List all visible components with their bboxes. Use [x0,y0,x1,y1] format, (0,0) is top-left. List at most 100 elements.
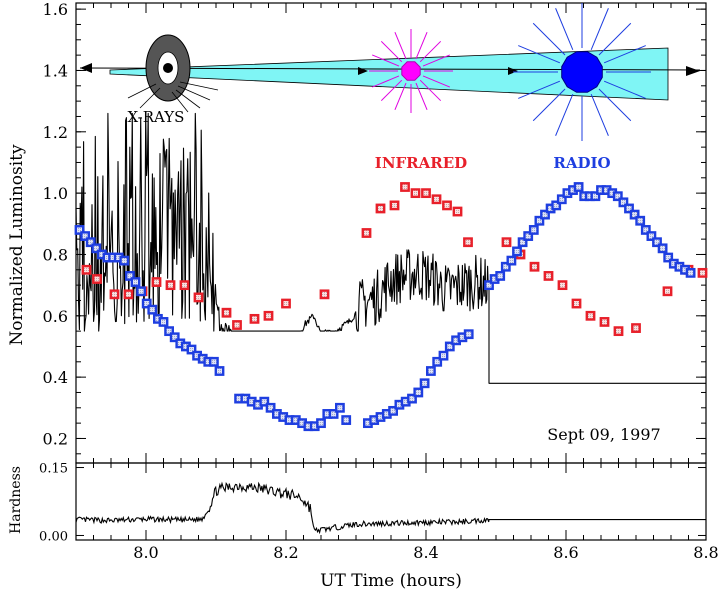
infrared-point [400,182,410,192]
jet-cone [109,47,669,101]
main-y-tick-label: 0.6 [43,307,68,326]
arrow-head-1 [358,67,368,75]
main-y-tick-label: 1.2 [43,123,68,142]
ray [603,80,646,99]
radio-point [540,209,550,220]
infrared-point [571,298,582,309]
ray [555,93,574,136]
xray-label: X-RAYS [128,108,185,126]
radio-point [590,191,601,202]
radio-points [74,182,696,432]
radio-point [316,418,326,429]
infrared-point [179,280,190,291]
radio-point [130,277,141,287]
radio-point [646,231,657,241]
radio-point [407,393,417,404]
hardness-y-tick-label: 0.15 [39,462,68,477]
xray-rays [127,81,219,113]
radio-point [147,304,158,315]
infrared-point [263,310,274,321]
radio-point [534,215,545,226]
infrared-point [662,286,673,297]
radio-point [512,246,522,257]
radio-point [334,402,345,413]
ray [532,22,566,56]
radio-point [136,286,147,297]
ray [372,75,400,88]
infrared-label: INFRARED [375,154,467,172]
ray [598,22,632,56]
radio-point [618,197,629,208]
radio-point [259,396,270,407]
x-tick-label: 8.4 [413,543,438,562]
ray [415,32,428,60]
main-y-tick-label: 1.6 [43,0,68,19]
ray [590,93,609,136]
radio-point [517,237,528,248]
infrared-point [442,200,452,211]
ray [590,8,609,51]
x-tick-label: 8.0 [133,543,158,562]
radio-point [341,415,352,425]
ray [532,88,566,122]
arrow-right-head [686,66,700,76]
ray [394,82,407,110]
ray [603,45,646,64]
ray [372,54,400,67]
infrared-point [697,267,708,278]
black-hole-icon [163,63,173,73]
radio-point [500,261,511,272]
infrared-point [123,289,134,300]
infrared-point [421,188,431,199]
infrared-point [557,280,568,291]
radio-point [523,231,534,241]
main-y-tick-label: 0.8 [43,245,68,264]
date-label: Sept 09, 1997 [547,425,660,444]
x-tick-label: 8.2 [273,543,298,562]
ray [380,40,403,63]
radio-point [624,203,634,214]
radio-point [186,344,197,355]
hardness-y-tick-label: 0.00 [39,529,68,544]
radio-point [495,271,506,281]
main-y-tick-label: 0.4 [43,368,68,387]
radio-point [80,231,90,241]
infrared-point [221,307,232,318]
arrow-left-head [80,63,92,73]
infrared-rays [369,29,453,113]
radio-point [635,215,646,226]
arrow-head-2 [508,67,518,75]
main-y-axis-title: Normalized Luminosity [7,144,27,346]
radio-point [663,252,674,263]
infrared-point [81,264,92,275]
infrared-point [431,194,442,205]
infrared-point [361,228,372,238]
infrared-point [375,203,386,214]
main-y-tick-label: 1.4 [43,61,68,80]
infrared-point [452,206,463,217]
ray [419,40,442,63]
radio-point [652,237,662,248]
hardness-y-axis-title: Hardness [8,466,24,534]
infrared-points [81,182,708,337]
emission-diagram: X-RAYS INFRARED RADIO [79,3,701,172]
infrared-point [165,280,176,291]
main-panel: 0.2 0.4 0.6 0.8 1.0 1.2 1.4 1.6 Normalized Lumi… [7,0,708,464]
ray [422,75,450,88]
infrared-point [249,313,260,324]
xray-series [75,112,706,384]
radio-point [438,350,449,361]
x-tick-label: 8.6 [553,543,578,562]
radio-point [432,356,443,367]
infrared-blob-icon [401,61,421,81]
main-y-tick-label: 0.2 [43,429,68,448]
radio-point [685,267,696,278]
ray [394,32,407,60]
hardness-panel: 0.00 0.15 8.0 8.2 8.4 8.6 8.8 Hardness UT Tim… [8,462,719,591]
radio-rays [513,3,651,141]
ray [555,8,574,51]
hardness-frame [75,462,707,541]
radio-point [158,317,169,327]
radio-point [640,225,651,235]
